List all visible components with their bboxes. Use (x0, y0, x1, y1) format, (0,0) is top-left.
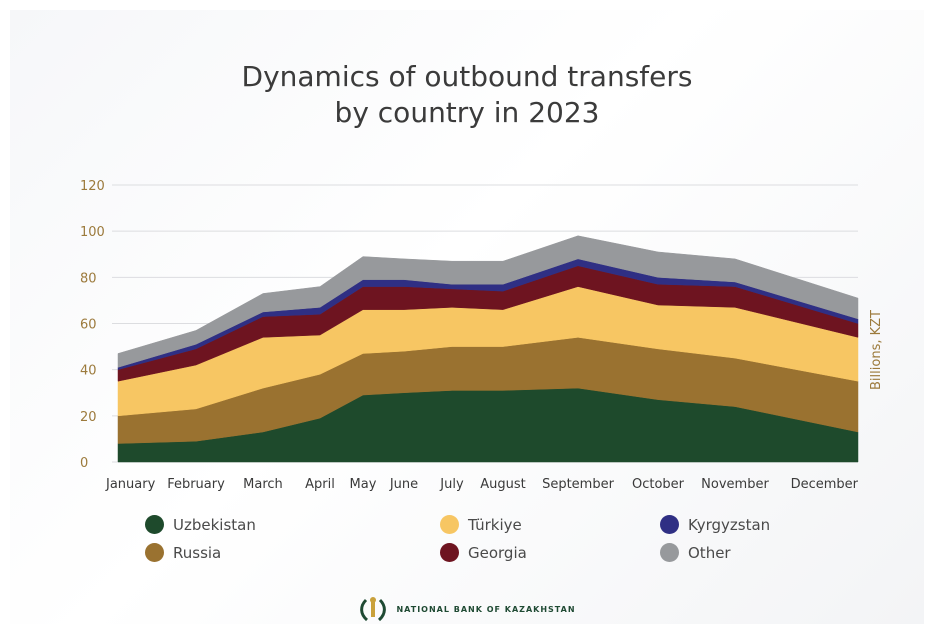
x-tick-label: August (480, 477, 526, 492)
y-tick-label: 20 (80, 410, 97, 425)
x-tick-label: March (243, 477, 283, 492)
area-series-other (117, 235, 859, 368)
x-tick-label: February (167, 477, 225, 492)
chart-title-line-1: Dynamics of outbound transfers (241, 60, 693, 93)
y-tick-label: 0 (80, 456, 88, 471)
y-tick-label: 100 (80, 225, 105, 240)
x-tick-label: December (791, 477, 859, 492)
x-tick-label: June (389, 477, 418, 492)
chart-title-line-2: by country in 2023 (334, 96, 600, 129)
y-tick-label: 40 (80, 364, 97, 379)
footer-text: NATIONAL BANK OF KAZAKHSTAN (396, 604, 576, 614)
y-tick-label: 60 (80, 318, 97, 333)
x-tick-label: October (632, 477, 685, 492)
y-tick-label: 120 (80, 179, 105, 194)
x-tick-label: May (350, 477, 377, 492)
x-tick-label: April (305, 477, 335, 492)
x-tick-label: January (105, 477, 156, 492)
footer: NATIONAL BANK OF KAZAKHSTAN (0, 594, 934, 624)
x-tick-label: September (542, 477, 615, 492)
x-tick-label: July (439, 477, 464, 492)
x-tick-label: November (701, 477, 769, 492)
y-tick-label: 80 (80, 271, 97, 286)
national-bank-logo-icon (360, 597, 387, 622)
y-axis-label: Billions, KZT (869, 310, 884, 390)
